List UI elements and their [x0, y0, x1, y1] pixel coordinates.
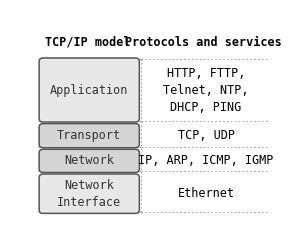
Text: TCP/IP model: TCP/IP model [45, 36, 130, 48]
Text: Network
Interface: Network Interface [57, 179, 121, 209]
FancyBboxPatch shape [39, 174, 139, 213]
FancyBboxPatch shape [39, 58, 139, 122]
FancyBboxPatch shape [39, 124, 139, 148]
Text: Application: Application [50, 83, 128, 97]
FancyBboxPatch shape [39, 149, 139, 172]
Text: HTTP, FTTP,
Telnet, NTP,
DHCP, PING: HTTP, FTTP, Telnet, NTP, DHCP, PING [163, 66, 249, 114]
Text: IP, ARP, ICMP, IGMP: IP, ARP, ICMP, IGMP [138, 154, 274, 167]
Text: TCP, UDP: TCP, UDP [178, 129, 235, 142]
Text: Transport: Transport [57, 129, 121, 142]
Text: Ethernet: Ethernet [178, 187, 235, 200]
Text: Network: Network [64, 154, 114, 167]
Text: Protocols and services: Protocols and services [125, 36, 282, 48]
